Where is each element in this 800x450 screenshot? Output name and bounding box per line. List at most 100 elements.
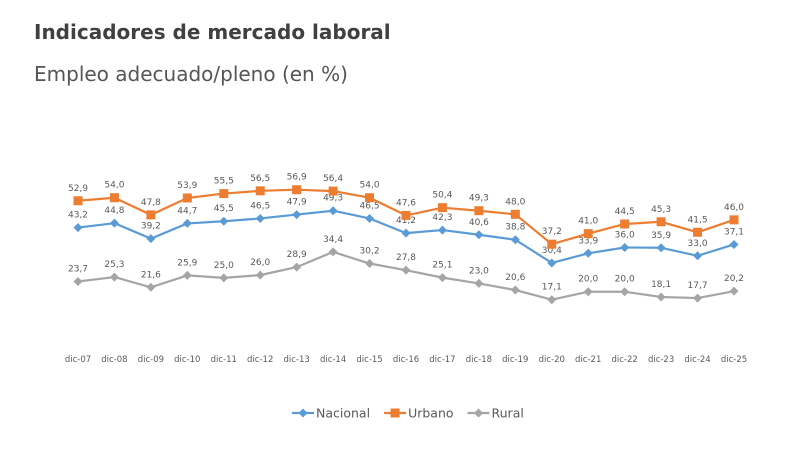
point-rural bbox=[292, 262, 302, 272]
point-urbano bbox=[365, 193, 375, 203]
data-label-nacional: 35,9 bbox=[651, 231, 671, 241]
point-nacional bbox=[620, 242, 630, 252]
point-urbano bbox=[474, 206, 484, 216]
data-label-urbano: 37,2 bbox=[542, 227, 562, 237]
data-label-nacional: 33,9 bbox=[578, 236, 598, 246]
data-label-nacional: 37,1 bbox=[724, 227, 744, 237]
x-tick-label: dic-09 bbox=[138, 355, 164, 365]
data-label-rural: 23,0 bbox=[469, 266, 489, 276]
x-tick-label: dic-18 bbox=[466, 355, 492, 365]
data-label-urbano: 56,5 bbox=[250, 174, 270, 184]
data-label-urbano: 47,8 bbox=[141, 198, 161, 208]
data-label-urbano: 54,0 bbox=[104, 181, 124, 191]
data-label-rural: 17,1 bbox=[542, 283, 562, 293]
data-label-rural: 25,0 bbox=[214, 261, 234, 271]
point-nacional bbox=[182, 218, 192, 228]
data-label-urbano: 49,3 bbox=[469, 194, 489, 204]
x-tick-label: dic-21 bbox=[575, 355, 601, 365]
point-urbano bbox=[146, 210, 156, 220]
data-label-rural: 28,9 bbox=[287, 250, 307, 260]
data-label-nacional: 44,7 bbox=[177, 206, 197, 216]
point-nacional bbox=[510, 235, 520, 245]
point-nacional bbox=[693, 251, 703, 261]
data-label-rural: 21,6 bbox=[141, 270, 161, 280]
data-label-nacional: 40,6 bbox=[469, 218, 489, 228]
data-label-urbano: 41,0 bbox=[578, 217, 598, 227]
data-label-nacional: 30,4 bbox=[542, 246, 562, 256]
data-label-nacional: 39,2 bbox=[141, 222, 161, 232]
x-tick-label: dic-12 bbox=[247, 355, 273, 365]
x-tick-label: dic-23 bbox=[648, 355, 674, 365]
data-label-nacional: 46,5 bbox=[250, 201, 270, 211]
point-rural bbox=[583, 287, 593, 297]
data-label-nacional: 45,5 bbox=[214, 204, 234, 214]
data-label-urbano: 56,4 bbox=[323, 174, 343, 184]
legend-label-nacional: Nacional bbox=[316, 406, 370, 421]
point-nacional bbox=[547, 258, 557, 268]
x-tick-label: dic-16 bbox=[393, 355, 419, 365]
data-label-nacional: 38,8 bbox=[505, 223, 525, 233]
point-urbano bbox=[583, 229, 593, 239]
x-tick-label: dic-13 bbox=[284, 355, 310, 365]
x-tick-label: dic-22 bbox=[612, 355, 638, 365]
point-nacional bbox=[474, 230, 484, 240]
data-label-urbano: 47,6 bbox=[396, 198, 416, 208]
data-label-urbano: 44,5 bbox=[615, 207, 635, 217]
point-urbano bbox=[182, 193, 192, 203]
data-label-rural: 20,2 bbox=[724, 274, 744, 284]
point-nacional bbox=[729, 239, 739, 249]
data-label-urbano: 54,0 bbox=[360, 181, 380, 191]
point-urbano bbox=[219, 189, 229, 199]
point-urbano bbox=[729, 215, 739, 225]
point-rural bbox=[437, 273, 447, 283]
point-rural bbox=[365, 259, 375, 269]
data-label-urbano: 55,5 bbox=[214, 177, 234, 187]
point-rural bbox=[401, 265, 411, 275]
data-label-urbano: 56,9 bbox=[287, 173, 307, 183]
point-urbano bbox=[292, 185, 302, 195]
data-label-rural: 20,6 bbox=[505, 273, 525, 283]
point-rural bbox=[219, 273, 229, 283]
data-label-rural: 25,1 bbox=[432, 261, 452, 271]
data-label-urbano: 53,9 bbox=[177, 181, 197, 191]
point-nacional bbox=[656, 243, 666, 253]
data-label-nacional: 33,0 bbox=[688, 239, 708, 249]
point-rural bbox=[547, 295, 557, 305]
data-label-nacional: 49,3 bbox=[323, 194, 343, 204]
point-rural bbox=[510, 285, 520, 295]
x-tick-label: dic-25 bbox=[721, 355, 747, 365]
data-label-nacional: 44,8 bbox=[104, 206, 124, 216]
data-label-nacional: 43,2 bbox=[68, 211, 88, 221]
point-urbano bbox=[620, 219, 630, 229]
data-label-rural: 27,8 bbox=[396, 253, 416, 263]
x-tick-label: dic-20 bbox=[539, 355, 565, 365]
data-label-urbano: 52,9 bbox=[68, 184, 88, 194]
data-label-rural: 26,0 bbox=[250, 258, 270, 268]
data-label-nacional: 42,3 bbox=[432, 213, 452, 223]
data-label-rural: 23,7 bbox=[68, 264, 88, 274]
legend-label-rural: Rural bbox=[492, 406, 524, 421]
point-nacional bbox=[437, 225, 447, 235]
point-rural bbox=[182, 270, 192, 280]
data-label-urbano: 45,3 bbox=[651, 205, 671, 215]
data-label-nacional: 41,2 bbox=[396, 216, 416, 226]
point-urbano bbox=[401, 210, 411, 220]
point-nacional bbox=[73, 223, 83, 233]
point-rural bbox=[729, 286, 739, 296]
x-tick-label: dic-07 bbox=[65, 355, 91, 365]
page-title: Indicadores de mercado laboral bbox=[34, 20, 391, 44]
point-urbano bbox=[328, 186, 338, 196]
data-label-nacional: 46,5 bbox=[360, 201, 380, 211]
x-tick-label: dic-08 bbox=[101, 355, 127, 365]
point-nacional bbox=[401, 228, 411, 238]
data-label-rural: 25,3 bbox=[104, 260, 124, 270]
point-urbano bbox=[73, 196, 83, 206]
point-urbano bbox=[437, 203, 447, 213]
x-tick-label: dic-10 bbox=[174, 355, 200, 365]
point-rural bbox=[656, 292, 666, 302]
legend-marker-urbano bbox=[390, 408, 400, 418]
chart-subtitle: Empleo adecuado/pleno (en %) bbox=[34, 62, 348, 86]
data-label-rural: 30,2 bbox=[360, 247, 380, 257]
point-nacional bbox=[146, 234, 156, 244]
point-urbano bbox=[109, 193, 119, 203]
